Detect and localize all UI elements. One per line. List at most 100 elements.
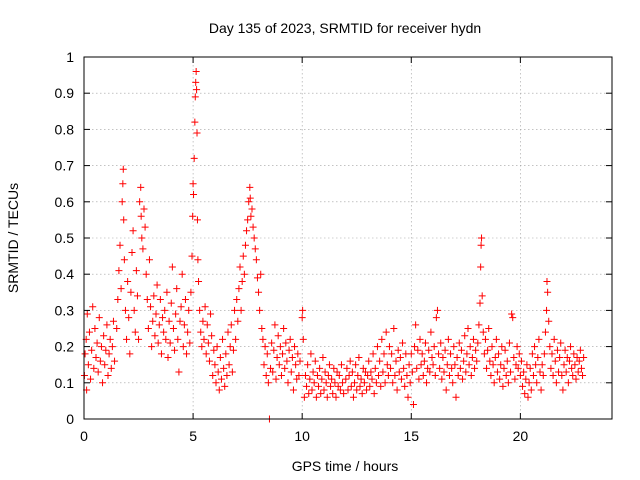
data-point (285, 346, 293, 354)
data-point (137, 212, 145, 220)
data-point (127, 288, 135, 296)
y-tick-label: 0.9 (55, 85, 75, 101)
data-point (392, 357, 400, 365)
data-point (417, 361, 425, 369)
x-axis-label: GPS time / hours (292, 458, 399, 474)
data-point (204, 339, 212, 347)
data-point (370, 390, 378, 398)
data-point (121, 306, 129, 314)
data-point (247, 212, 255, 220)
data-point (148, 343, 156, 351)
data-point (563, 353, 571, 361)
data-point (376, 357, 384, 365)
data-point (320, 386, 328, 394)
data-point (188, 252, 196, 260)
data-point (342, 375, 350, 383)
data-point (199, 317, 207, 325)
data-point (397, 375, 405, 383)
data-point (533, 379, 541, 387)
data-point (497, 361, 505, 369)
data-point (571, 361, 579, 369)
data-point (399, 339, 407, 347)
data-point (181, 296, 189, 304)
data-point (460, 357, 468, 365)
data-point (243, 227, 251, 235)
data-point (300, 393, 308, 401)
data-point (377, 382, 385, 390)
data-point (419, 372, 427, 380)
data-point (289, 386, 297, 394)
data-point (269, 368, 277, 376)
data-point (111, 357, 119, 365)
data-point (472, 346, 480, 354)
data-point (552, 379, 560, 387)
data-point (459, 375, 467, 383)
data-point (492, 335, 500, 343)
data-point (457, 346, 465, 354)
data-point (149, 317, 157, 325)
data-point (175, 368, 183, 376)
data-point (264, 379, 272, 387)
data-point (139, 245, 147, 253)
data-point (311, 357, 319, 365)
data-point (288, 353, 296, 361)
data-point (83, 310, 91, 318)
data-point (318, 375, 326, 383)
data-point (303, 382, 311, 390)
data-point (520, 368, 528, 376)
data-point (383, 361, 391, 369)
data-point (330, 364, 338, 372)
data-point (233, 296, 241, 304)
data-point (539, 372, 547, 380)
data-point (409, 401, 417, 409)
data-point (378, 335, 386, 343)
data-point (406, 379, 414, 387)
data-point (464, 325, 472, 332)
data-point (366, 382, 374, 390)
data-point (271, 321, 279, 329)
data-point (213, 343, 221, 351)
data-point (369, 350, 377, 358)
data-point (407, 350, 415, 358)
data-point (498, 343, 506, 351)
data-point (150, 292, 158, 300)
data-point (238, 277, 246, 285)
data-point (293, 375, 301, 383)
data-point (191, 118, 199, 126)
data-point (304, 361, 312, 369)
data-point (212, 379, 220, 387)
data-point (240, 270, 248, 278)
axis-ticks (83, 56, 612, 420)
data-point (576, 346, 584, 354)
data-point (543, 306, 551, 314)
data-point (522, 375, 530, 383)
data-point (152, 310, 160, 318)
data-point (493, 368, 501, 376)
data-point (465, 361, 473, 369)
data-point (513, 343, 521, 351)
y-tick-label: 0.3 (55, 302, 75, 318)
data-point (536, 368, 544, 376)
data-point (447, 350, 455, 358)
data-point (505, 339, 513, 347)
data-point (96, 357, 104, 365)
data-point (332, 393, 340, 401)
data-point (556, 353, 564, 361)
data-point (334, 382, 342, 390)
data-point (356, 382, 364, 390)
data-point (373, 343, 381, 351)
data-point (108, 343, 116, 351)
data-point (475, 321, 483, 329)
data-point (93, 339, 101, 347)
data-point (281, 364, 289, 372)
data-point (534, 353, 542, 361)
data-point (177, 303, 185, 311)
data-point (248, 205, 256, 213)
data-point (294, 350, 302, 358)
data-point (251, 245, 259, 253)
data-point (274, 332, 282, 340)
data-point (234, 317, 242, 325)
data-point (306, 375, 314, 383)
data-point (387, 364, 395, 372)
data-point (322, 379, 330, 387)
